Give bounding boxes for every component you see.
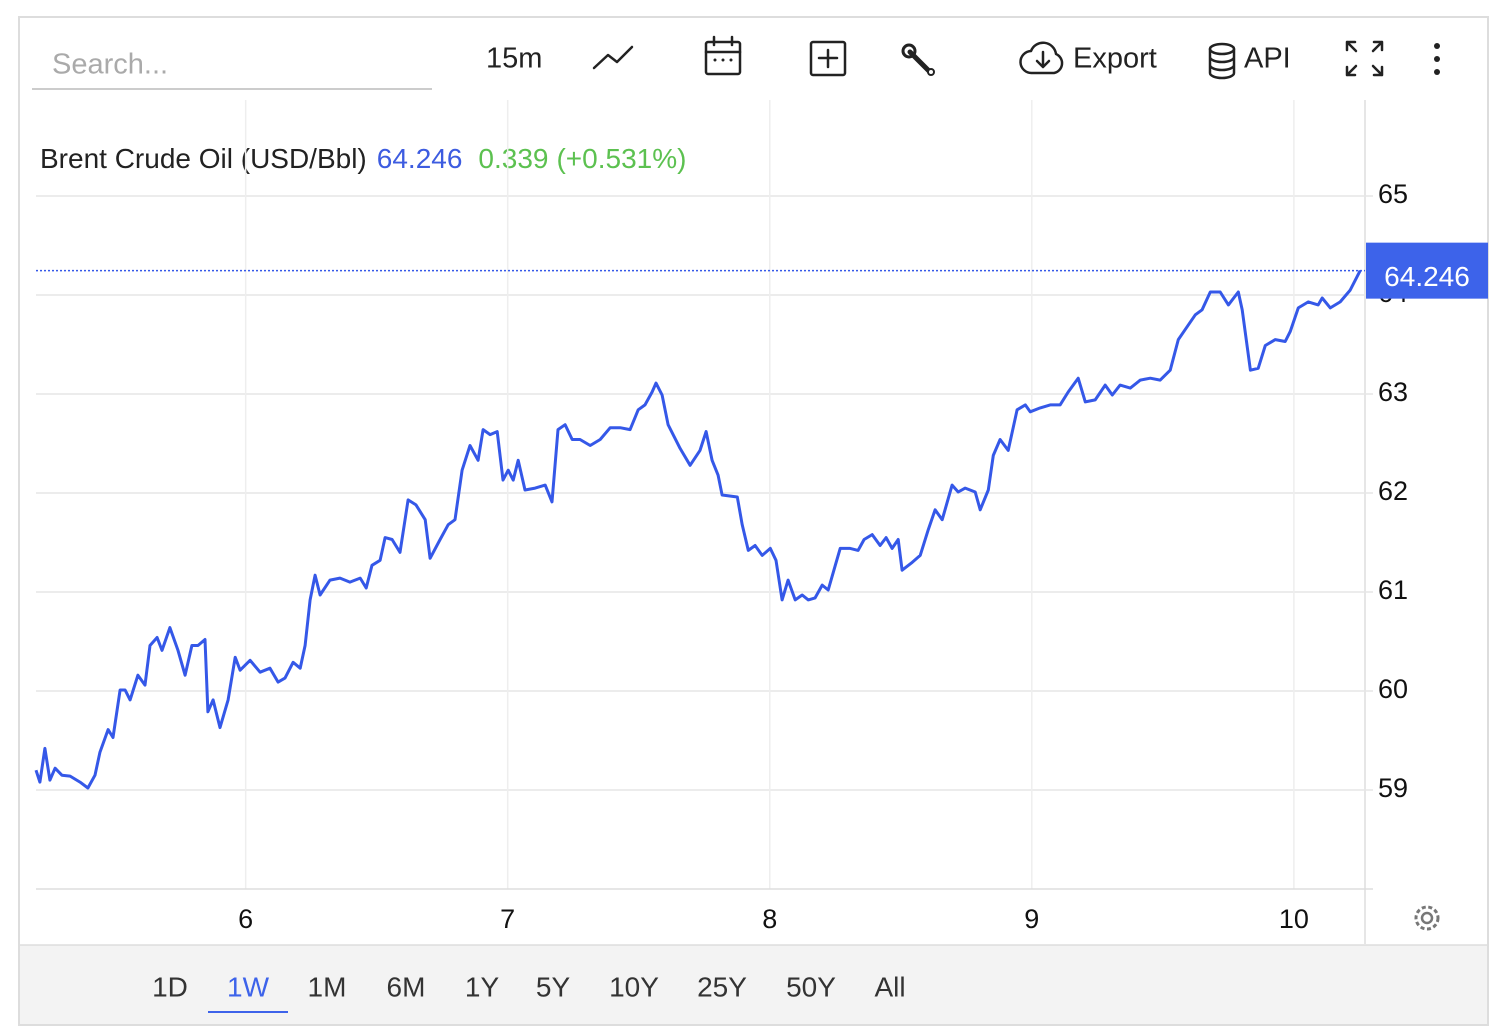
export-label[interactable]: Export [1073, 43, 1157, 75]
x-tick-label: 8 [762, 904, 777, 934]
frame [18, 16, 1489, 1026]
change: 0.339 [478, 143, 548, 174]
calendar-button[interactable] [704, 35, 742, 76]
api-button[interactable]: API [1208, 43, 1291, 80]
range-button[interactable]: 6M [387, 971, 426, 1002]
chart-type-button[interactable] [592, 45, 634, 70]
x-tick-label: 6 [238, 904, 253, 934]
range-button[interactable]: 1Y [465, 971, 500, 1002]
y-tick-label: 65 [1378, 179, 1408, 209]
chart-title: Brent Crude Oil (USD/Bbl) [40, 143, 367, 174]
price-line [34, 269, 1362, 790]
settings-button[interactable] [1414, 905, 1440, 931]
last-value-tag-label: 64.246 [1384, 261, 1470, 292]
fullscreen-button[interactable] [1345, 40, 1384, 77]
y-tick-label: 62 [1378, 476, 1408, 506]
range-button[interactable]: 5Y [536, 971, 571, 1002]
api-label[interactable]: API [1244, 43, 1291, 75]
range-button[interactable]: 25Y [697, 971, 747, 1002]
y-tick-label: 59 [1378, 773, 1408, 803]
range-button[interactable]: 1W [227, 971, 270, 1002]
x-tick-label: 9 [1024, 904, 1039, 934]
tools-button[interactable] [901, 43, 935, 76]
more-button[interactable] [1434, 43, 1440, 75]
range-bar [20, 945, 1487, 1024]
range-button[interactable]: 1M [308, 971, 347, 1002]
range-button[interactable]: 10Y [609, 971, 659, 1002]
interval-button[interactable]: 15m [486, 43, 542, 75]
last-value-tag [1366, 242, 1488, 299]
range-button[interactable]: All [874, 971, 905, 1002]
change-percent: (+0.531%) [556, 143, 686, 174]
x-tick-label: 10 [1279, 904, 1309, 934]
export-button[interactable]: Export [1019, 41, 1157, 75]
search-input[interactable]: Search... [52, 49, 168, 81]
last-value: 64.246 [377, 143, 463, 174]
y-tick-label: 61 [1378, 575, 1408, 605]
y-tick-label: 60 [1378, 674, 1408, 704]
x-tick-label: 7 [500, 904, 515, 934]
range-button[interactable]: 50Y [786, 971, 836, 1002]
compare-button[interactable] [809, 40, 847, 77]
range-button[interactable]: 1D [152, 971, 188, 1002]
chart-header: Brent Crude Oil (USD/Bbl) 64.246 0.339 (+0.… [40, 143, 686, 174]
y-tick-label: 63 [1378, 377, 1408, 407]
